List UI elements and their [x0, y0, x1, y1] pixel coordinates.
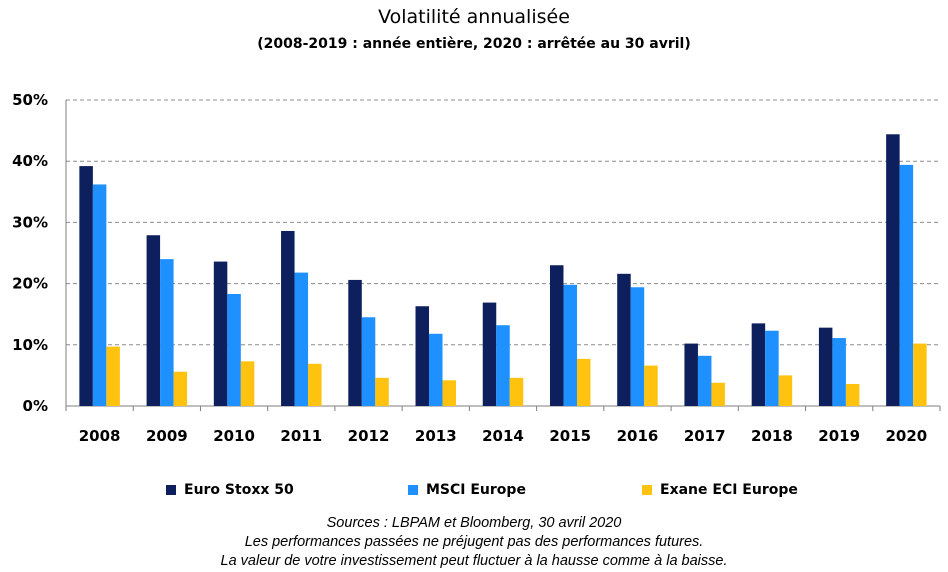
- bar: [146, 235, 161, 406]
- bar: [442, 380, 457, 406]
- x-tick-label: 2008: [79, 427, 121, 445]
- bar: [361, 317, 376, 406]
- bar: [617, 273, 631, 406]
- legend-item-msci-europe: MSCI Europe: [408, 482, 526, 498]
- bar: [899, 164, 914, 406]
- x-tick-label: 2020: [886, 427, 928, 445]
- note-sources: Sources : LBPAM et Bloomberg, 30 avril 2…: [326, 515, 622, 531]
- x-tick-label: 2011: [280, 427, 322, 445]
- chart-subtitle: (2008-2019 : année entière, 2020 : arrêt…: [257, 36, 691, 52]
- bar: [482, 302, 497, 406]
- bar-chart: 0% 10% 20% 30% 40% 50% 2008 2009 2010 2011 2012 201…: [12, 91, 941, 445]
- x-tick-label: 2014: [482, 427, 524, 445]
- x-tick-label: 2012: [348, 427, 390, 445]
- bar: [845, 383, 860, 406]
- legend-label: Exane ECI Europe: [660, 482, 798, 498]
- y-tick-label: 30%: [12, 213, 48, 231]
- bar: [429, 333, 443, 406]
- bar: [549, 265, 564, 406]
- bar: [375, 377, 389, 406]
- bar: [778, 375, 793, 406]
- bar: [106, 346, 120, 406]
- x-tick-label: 2016: [617, 427, 659, 445]
- bar: [79, 166, 93, 406]
- y-tick-label: 40%: [12, 152, 48, 170]
- y-tick-label: 50%: [12, 91, 48, 109]
- x-tick-label: 2017: [684, 427, 726, 445]
- legend-swatch: [166, 485, 176, 495]
- legend-swatch: [408, 485, 418, 495]
- bar: [563, 284, 577, 406]
- bar: [644, 365, 658, 406]
- bar: [509, 377, 524, 406]
- x-tick-label: 2009: [146, 427, 188, 445]
- x-tick-label: 2010: [213, 427, 255, 445]
- bar: [240, 361, 255, 406]
- y-tick-label: 10%: [12, 336, 48, 354]
- bar: [697, 355, 712, 406]
- bar: [913, 343, 927, 406]
- bar: [630, 287, 645, 406]
- bar: [294, 272, 309, 406]
- note-disclaimer-1: Les performances passées ne préjugent pa…: [244, 534, 704, 550]
- legend-swatch: [642, 485, 652, 495]
- bar: [348, 279, 362, 406]
- bar: [281, 230, 295, 406]
- bar: [496, 325, 510, 406]
- legend-item-exane-eci-europe: Exane ECI Europe: [642, 482, 798, 498]
- bar: [227, 294, 241, 406]
- x-tick-label: 2019: [818, 427, 860, 445]
- bar: [308, 363, 322, 406]
- bar: [92, 184, 107, 406]
- chart-legend: Euro Stoxx 50 MSCI Europe Exane ECI Euro…: [0, 482, 948, 502]
- note-disclaimer-2: La valeur de votre investissement peut f…: [220, 553, 728, 569]
- bar: [173, 371, 188, 406]
- bar: [415, 306, 430, 406]
- bar: [160, 259, 174, 406]
- bar: [711, 382, 725, 406]
- bar: [576, 358, 591, 406]
- chart-title: Volatilité annualisée: [378, 6, 570, 28]
- y-tick-label: 0%: [23, 397, 48, 415]
- x-tick-label: 2013: [415, 427, 457, 445]
- bar: [213, 261, 228, 406]
- legend-item-euro-stoxx-50: Euro Stoxx 50: [166, 482, 294, 498]
- legend-label: Euro Stoxx 50: [184, 482, 294, 498]
- bar: [751, 323, 766, 406]
- legend-label: MSCI Europe: [426, 482, 526, 498]
- bar: [818, 327, 833, 406]
- bar: [765, 330, 779, 406]
- source-notes: Sources : LBPAM et Bloomberg, 30 avril 2…: [0, 514, 948, 571]
- x-tick-label: 2018: [751, 427, 793, 445]
- bar: [832, 338, 846, 406]
- y-tick-label: 20%: [12, 275, 48, 293]
- x-tick-label: 2015: [549, 427, 591, 445]
- bar: [684, 343, 698, 406]
- bar: [886, 134, 900, 406]
